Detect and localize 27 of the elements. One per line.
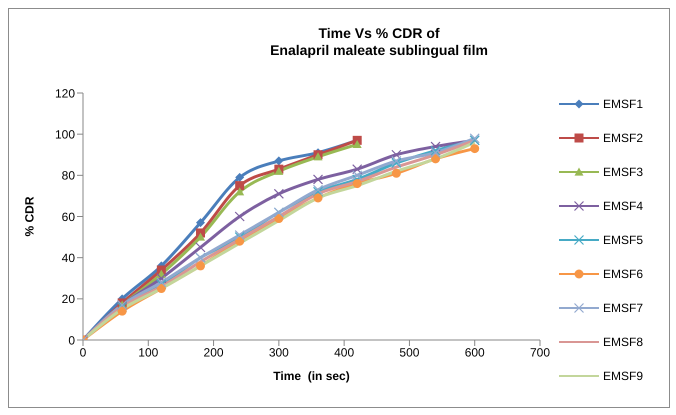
y-axis-title: % CDR	[22, 196, 36, 237]
legend-label: EMSF7	[603, 301, 644, 315]
x-tick-label: 300	[268, 346, 290, 360]
x-tick-label: 200	[204, 346, 224, 360]
legend-label: EMSF9	[603, 369, 644, 383]
x-tick-label: 500	[399, 346, 420, 360]
x-tick-label: 400	[334, 346, 354, 360]
y-tick-label: 20	[62, 292, 76, 306]
y-tick-label: 40	[62, 250, 76, 265]
chart-title: Time Vs % CDR of Enalapril maleate sublingual film	[269, 25, 489, 59]
x-tick-label: 0	[80, 346, 87, 360]
legend-label: EMSF3	[603, 165, 644, 179]
legend-label: EMSF6	[603, 267, 644, 281]
x-tick-label: 700	[530, 346, 550, 360]
y-tick-label: 80	[62, 168, 76, 183]
legend-label: EMSF4	[603, 199, 644, 213]
x-axis-title: Time (in sec)	[273, 369, 350, 383]
legend-label: EMSF8	[603, 335, 644, 349]
y-tick-label: 0	[68, 333, 76, 348]
y-tick-label: 100	[54, 127, 76, 142]
y-tick-label: 120	[54, 86, 76, 100]
legend-label: EMSF1	[603, 97, 644, 111]
x-tick-label: 600	[464, 346, 486, 360]
x-tick-label: 100	[138, 346, 159, 360]
y-tick-label: 60	[62, 210, 76, 224]
legend-label: EMSF5	[603, 233, 644, 247]
legend-label: EMSF2	[603, 131, 644, 145]
